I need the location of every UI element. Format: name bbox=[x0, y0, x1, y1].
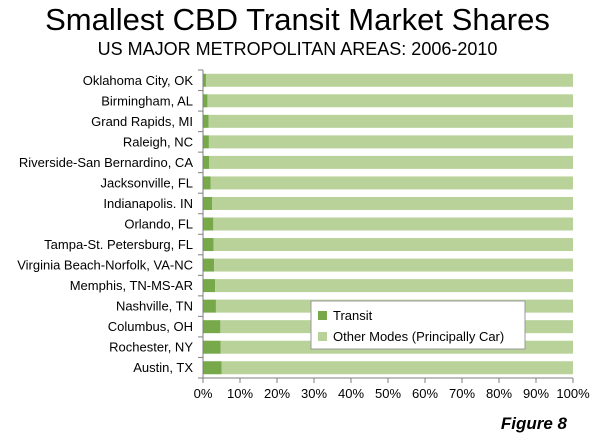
bar-transit-12 bbox=[203, 320, 221, 334]
category-label: Orlando, FL bbox=[124, 217, 193, 232]
category-label: Oklahoma City, OK bbox=[83, 73, 194, 88]
bar-other-3 bbox=[208, 135, 574, 149]
x-tick-label: 80% bbox=[486, 386, 512, 401]
x-tick-label: 20% bbox=[264, 386, 290, 401]
bar-other-2 bbox=[208, 114, 574, 128]
x-tick-label: 100% bbox=[556, 386, 590, 401]
legend-swatch-other bbox=[318, 332, 327, 341]
chart-subtitle: US MAJOR METROPOLITAN AREAS: 2006-2010 bbox=[97, 39, 498, 59]
x-tick-label: 70% bbox=[449, 386, 475, 401]
bar-other-14 bbox=[221, 361, 573, 375]
x-tick-label: 0% bbox=[194, 386, 213, 401]
bar-transit-2 bbox=[203, 114, 209, 128]
x-tick-label: 90% bbox=[523, 386, 549, 401]
figure-label: Figure 8 bbox=[500, 414, 567, 433]
category-label: Nashville, TN bbox=[116, 299, 193, 314]
legend-swatch-transit bbox=[318, 311, 327, 320]
x-tick-label: 60% bbox=[412, 386, 438, 401]
bar-transit-10 bbox=[203, 279, 216, 293]
bar-transit-8 bbox=[203, 238, 214, 252]
x-tick-label: 50% bbox=[375, 386, 401, 401]
x-tick-label: 10% bbox=[227, 386, 253, 401]
x-tick-label: 40% bbox=[338, 386, 364, 401]
bar-transit-9 bbox=[203, 258, 215, 272]
category-label: Rochester, NY bbox=[109, 340, 193, 355]
bar-transit-6 bbox=[203, 196, 213, 210]
category-label: Columbus, OH bbox=[108, 319, 193, 334]
legend-label: Transit bbox=[333, 308, 373, 323]
bar-other-9 bbox=[214, 258, 573, 272]
legend-label: Other Modes (Principally Car) bbox=[333, 329, 504, 344]
x-tick-label: 30% bbox=[301, 386, 327, 401]
legend-box bbox=[310, 300, 526, 350]
bar-other-0 bbox=[205, 73, 573, 87]
category-label: Jacksonville, FL bbox=[101, 175, 193, 190]
category-label: Memphis, TN-MS-AR bbox=[70, 278, 193, 293]
category-label: Indianapolis. IN bbox=[103, 196, 193, 211]
bar-other-4 bbox=[209, 155, 574, 169]
category-label: Virginia Beach-Norfolk, VA-NC bbox=[17, 258, 193, 273]
category-label: Birmingham, AL bbox=[101, 93, 193, 108]
chart-title: Smallest CBD Transit Market Shares bbox=[45, 2, 550, 37]
bar-transit-1 bbox=[203, 94, 208, 108]
category-label: Tampa-St. Petersburg, FL bbox=[44, 237, 193, 252]
bar-transit-5 bbox=[203, 176, 211, 190]
bar-other-5 bbox=[210, 176, 573, 190]
category-label: Riverside-San Bernardino, CA bbox=[19, 155, 193, 170]
bar-transit-11 bbox=[203, 299, 216, 313]
bar-other-8 bbox=[213, 238, 574, 252]
bar-transit-13 bbox=[203, 340, 221, 354]
bar-transit-14 bbox=[203, 361, 222, 375]
bar-transit-0 bbox=[203, 73, 206, 87]
bar-other-1 bbox=[207, 94, 573, 108]
bar-transit-4 bbox=[203, 155, 210, 169]
bar-transit-7 bbox=[203, 217, 214, 231]
bar-other-6 bbox=[212, 196, 573, 210]
category-label: Raleigh, NC bbox=[123, 134, 193, 149]
category-label: Grand Rapids, MI bbox=[91, 114, 193, 129]
bar-other-7 bbox=[213, 217, 574, 231]
bar-other-10 bbox=[215, 279, 573, 293]
category-label: Austin, TX bbox=[133, 360, 193, 375]
bar-transit-3 bbox=[203, 135, 209, 149]
